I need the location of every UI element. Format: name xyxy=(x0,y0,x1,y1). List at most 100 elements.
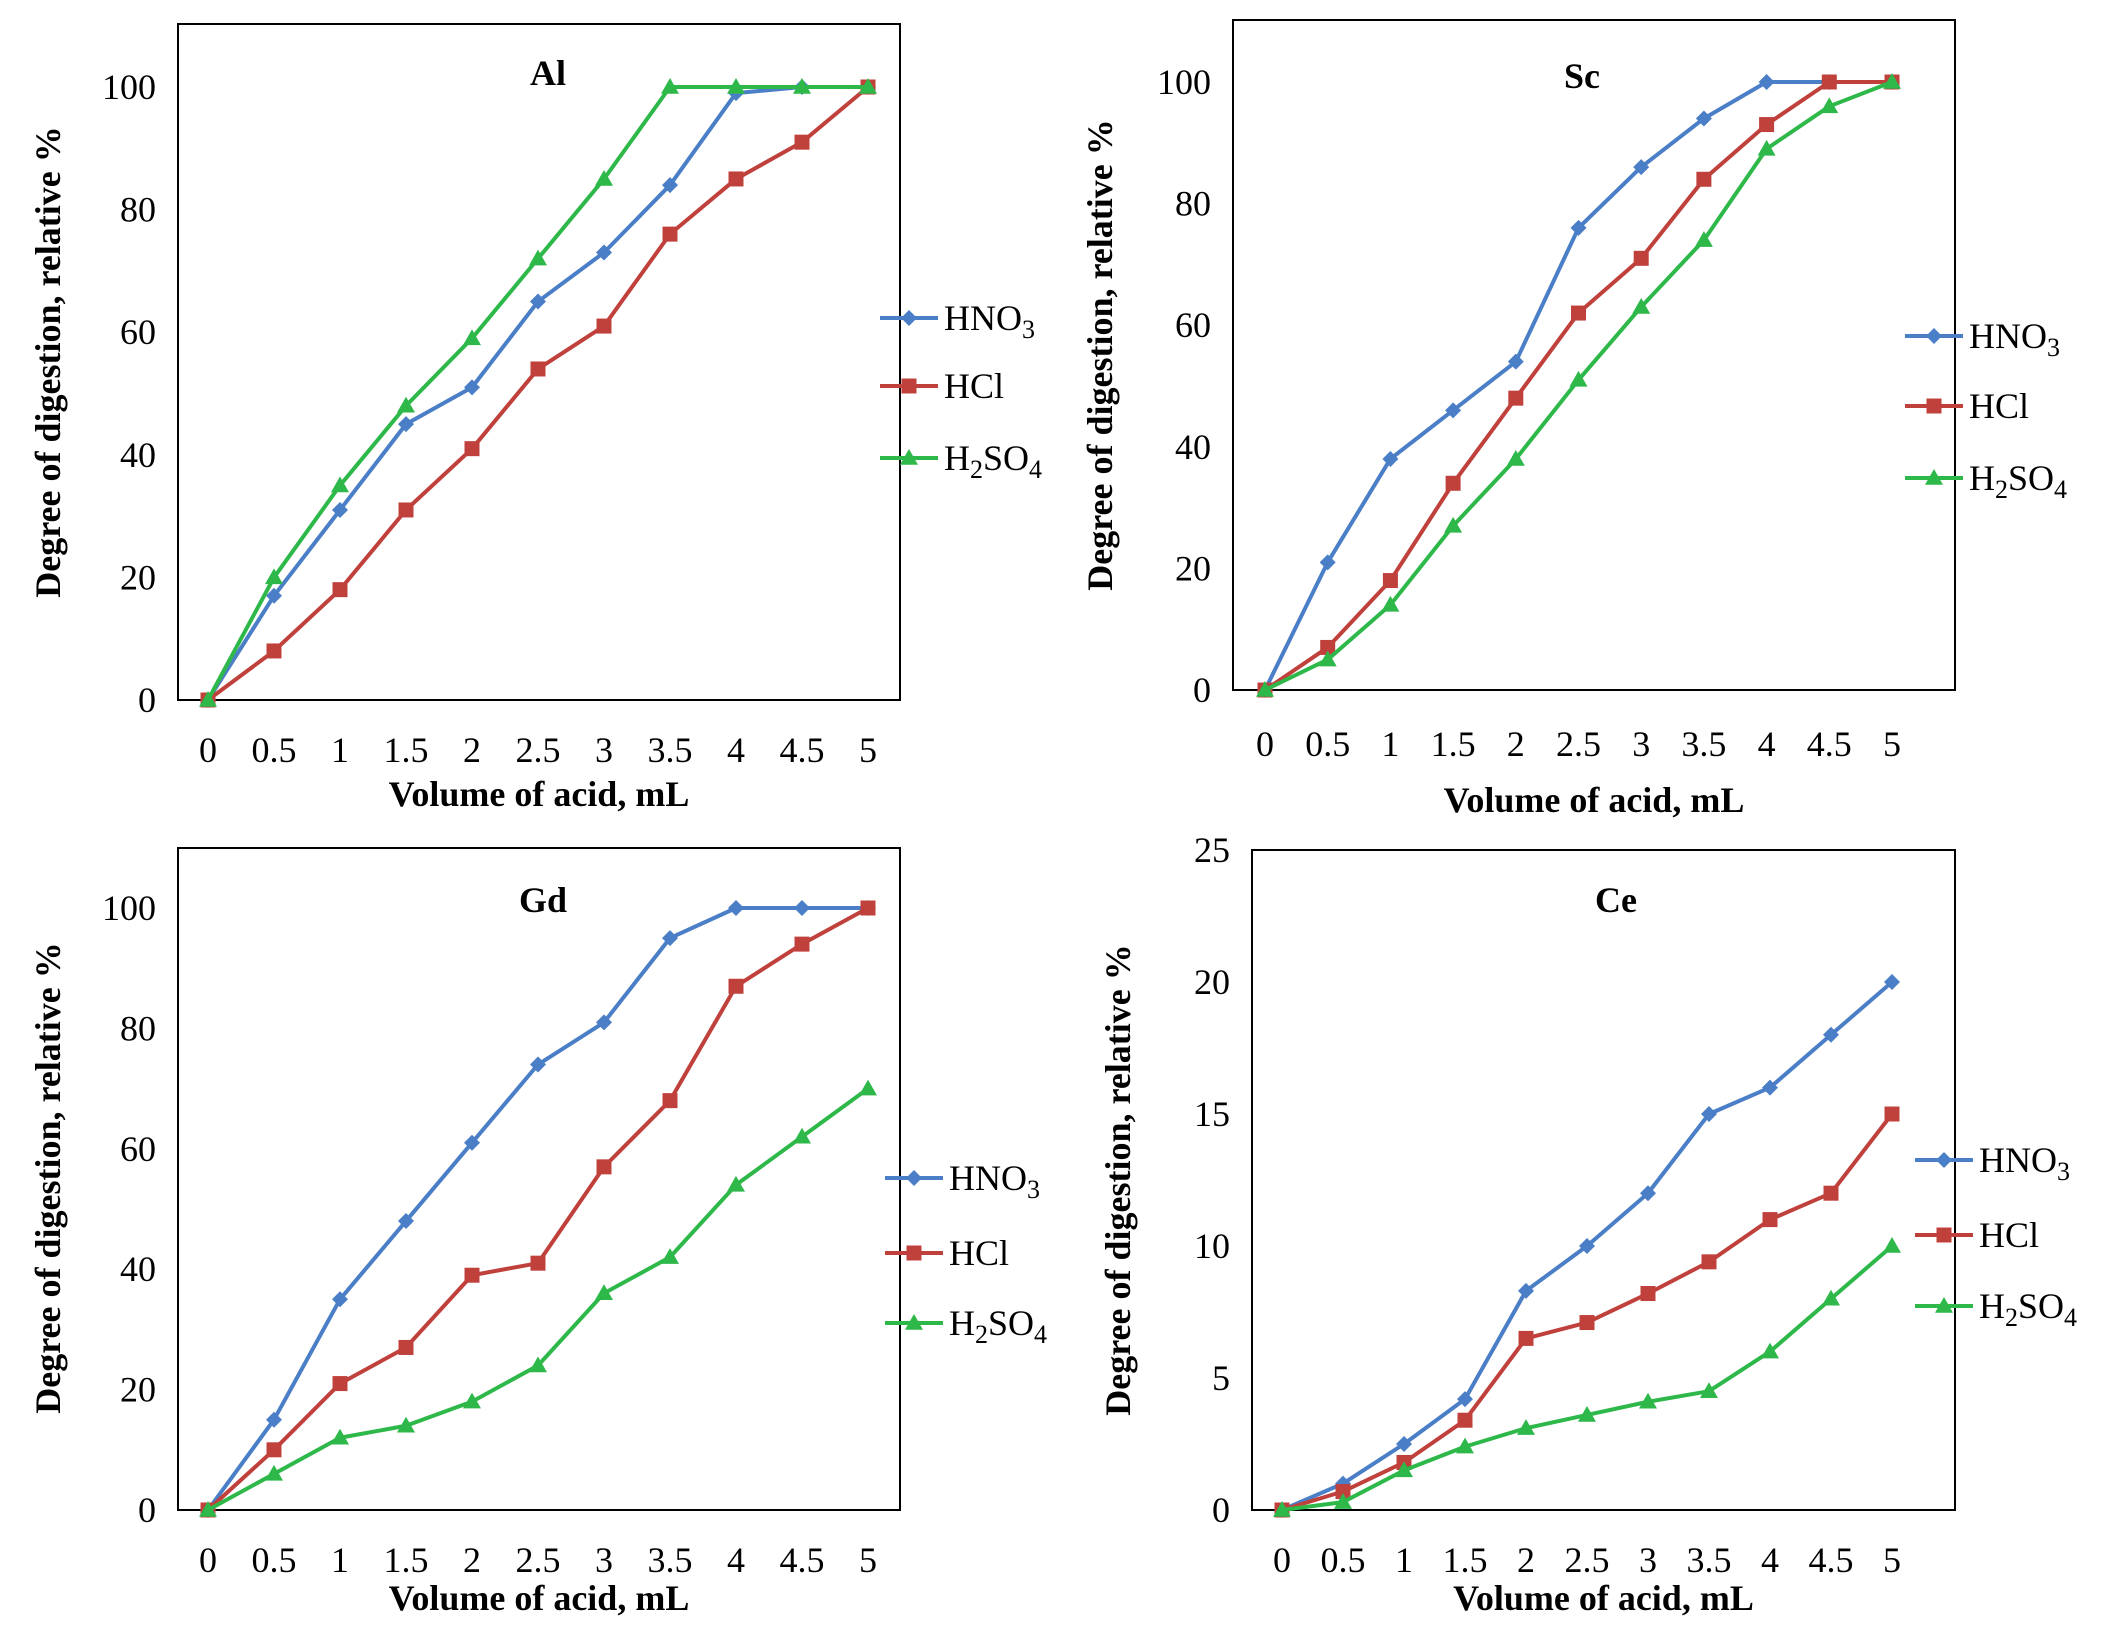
plot-frame xyxy=(177,23,901,701)
y-tick-label: 0 xyxy=(1193,670,1211,710)
x-tick-label: 4 xyxy=(1761,1540,1779,1580)
x-axis-title: Volume of acid, mL xyxy=(389,774,690,814)
data-point-hno3 xyxy=(1884,974,1900,990)
data-point-hno3 xyxy=(266,587,282,604)
data-point-hno3 xyxy=(1382,450,1399,467)
data-point-hcl xyxy=(860,900,876,916)
data-point-hcl xyxy=(1508,390,1524,406)
data-point-hno3 xyxy=(1319,554,1336,571)
data-point-hcl xyxy=(530,361,546,377)
data-point-h2so4 xyxy=(1694,231,1713,247)
data-point-h2so4 xyxy=(199,1501,217,1517)
data-point-hno3 xyxy=(398,1213,414,1230)
x-tick-label: 1.5 xyxy=(384,1540,429,1580)
x-tick-label: 4 xyxy=(1758,724,1776,764)
data-point-hcl xyxy=(1633,250,1649,266)
x-tick-label: 3.5 xyxy=(1687,1540,1732,1580)
data-point-h2so4 xyxy=(397,396,415,413)
x-tick-label: 1.5 xyxy=(384,730,429,770)
legend-label: HNO3 xyxy=(944,298,1035,344)
x-tick-label: 0 xyxy=(1256,724,1274,764)
data-point-hcl xyxy=(530,1255,546,1271)
legend-label: HNO3 xyxy=(1969,316,2060,362)
data-point-hno3 xyxy=(1396,1436,1412,1452)
data-point-h2so4 xyxy=(859,78,877,94)
data-point-h2so4 xyxy=(1883,73,1901,89)
x-tick-label: 4.5 xyxy=(780,1540,825,1580)
x-tick-label: 2.5 xyxy=(1556,724,1601,764)
data-point-hcl xyxy=(1759,117,1775,133)
y-tick-label: 5 xyxy=(1212,1358,1230,1398)
x-tick-label: 3.5 xyxy=(648,1540,693,1580)
x-tick-label: 2.5 xyxy=(516,1540,561,1580)
x-tick-label: 0 xyxy=(1273,1540,1291,1580)
x-tick-label: 0 xyxy=(199,730,217,770)
x-tick-label: 4.5 xyxy=(780,730,825,770)
data-point-hno3 xyxy=(596,1014,612,1031)
series-line-h2so4 xyxy=(206,85,868,701)
x-tick-label: 5 xyxy=(1883,1540,1901,1580)
series-line-hcl xyxy=(206,85,870,702)
x-axis-title: Volume of acid, mL xyxy=(389,1578,690,1618)
data-point-h2so4 xyxy=(1883,1237,1901,1253)
data-point-hcl xyxy=(332,1376,348,1392)
chart-title: Ce xyxy=(1595,880,1637,920)
x-tick-label: 4.5 xyxy=(1809,1540,1854,1580)
legend-label: HCl xyxy=(949,1233,1009,1273)
series-line-hcl xyxy=(206,906,869,1512)
y-axis-title: Degree of digestion, relative % xyxy=(1098,944,1138,1416)
legend-marker xyxy=(906,1170,922,1186)
legend-label: HCl xyxy=(1969,386,2029,426)
x-axis-title: Volume of acid, mL xyxy=(1453,1578,1754,1618)
y-tick-label: 15 xyxy=(1194,1094,1230,1134)
data-point-h2so4 xyxy=(661,78,679,94)
data-point-h2so4 xyxy=(265,1464,283,1481)
data-point-h2so4 xyxy=(727,78,745,94)
data-point-h2so4 xyxy=(1578,1405,1596,1422)
y-tick-label: 20 xyxy=(1175,548,1211,588)
y-tick-label: 80 xyxy=(120,190,156,230)
y-tick-label: 40 xyxy=(120,435,156,475)
data-point-h2so4 xyxy=(463,1392,481,1409)
y-tick-label: 0 xyxy=(138,1490,156,1530)
data-point-hno3 xyxy=(1518,1282,1534,1299)
y-tick-label: 40 xyxy=(1175,427,1211,467)
legend-label: H2SO4 xyxy=(944,438,1042,484)
data-point-h2so4 xyxy=(199,691,217,707)
data-point-hcl xyxy=(596,1159,612,1175)
y-tick-label: 20 xyxy=(120,557,156,597)
x-tick-label: 2 xyxy=(463,1540,481,1580)
x-tick-label: 2.5 xyxy=(1565,1540,1610,1580)
data-point-h2so4 xyxy=(1639,1392,1657,1409)
data-point-h2so4 xyxy=(595,1284,613,1301)
data-point-hno3 xyxy=(332,1291,348,1308)
data-point-hno3 xyxy=(530,293,546,310)
x-tick-label: 1 xyxy=(1395,1540,1413,1580)
x-axis-title: Volume of acid, mL xyxy=(1444,780,1745,820)
data-point-h2so4 xyxy=(1395,1461,1413,1478)
plot-frame xyxy=(1232,19,1956,691)
x-tick-label: 2 xyxy=(1517,1540,1535,1580)
legend-marker xyxy=(1936,1152,1952,1168)
y-tick-label: 100 xyxy=(102,888,156,928)
x-tick-label: 1 xyxy=(331,730,349,770)
legend-marker xyxy=(900,449,918,465)
data-point-h2so4 xyxy=(661,1248,679,1264)
data-point-h2so4 xyxy=(1334,1493,1352,1509)
legend-marker xyxy=(1936,1227,1952,1243)
data-point-hno3 xyxy=(1695,110,1712,127)
chart-title: Sc xyxy=(1564,56,1600,96)
y-tick-label: 0 xyxy=(1212,1490,1230,1530)
data-point-hcl xyxy=(464,1267,480,1283)
x-tick-label: 0 xyxy=(199,1540,217,1580)
data-point-h2so4 xyxy=(1456,1437,1474,1454)
y-tick-label: 10 xyxy=(1194,1226,1230,1266)
data-point-hno3 xyxy=(1758,74,1775,90)
data-point-h2so4 xyxy=(1822,1289,1840,1306)
data-point-hcl xyxy=(1518,1330,1534,1346)
data-point-h2so4 xyxy=(1444,516,1463,533)
data-point-h2so4 xyxy=(265,568,283,585)
x-tick-label: 4 xyxy=(727,1540,745,1580)
data-point-hno3 xyxy=(530,1056,546,1073)
data-point-hcl xyxy=(728,978,744,994)
